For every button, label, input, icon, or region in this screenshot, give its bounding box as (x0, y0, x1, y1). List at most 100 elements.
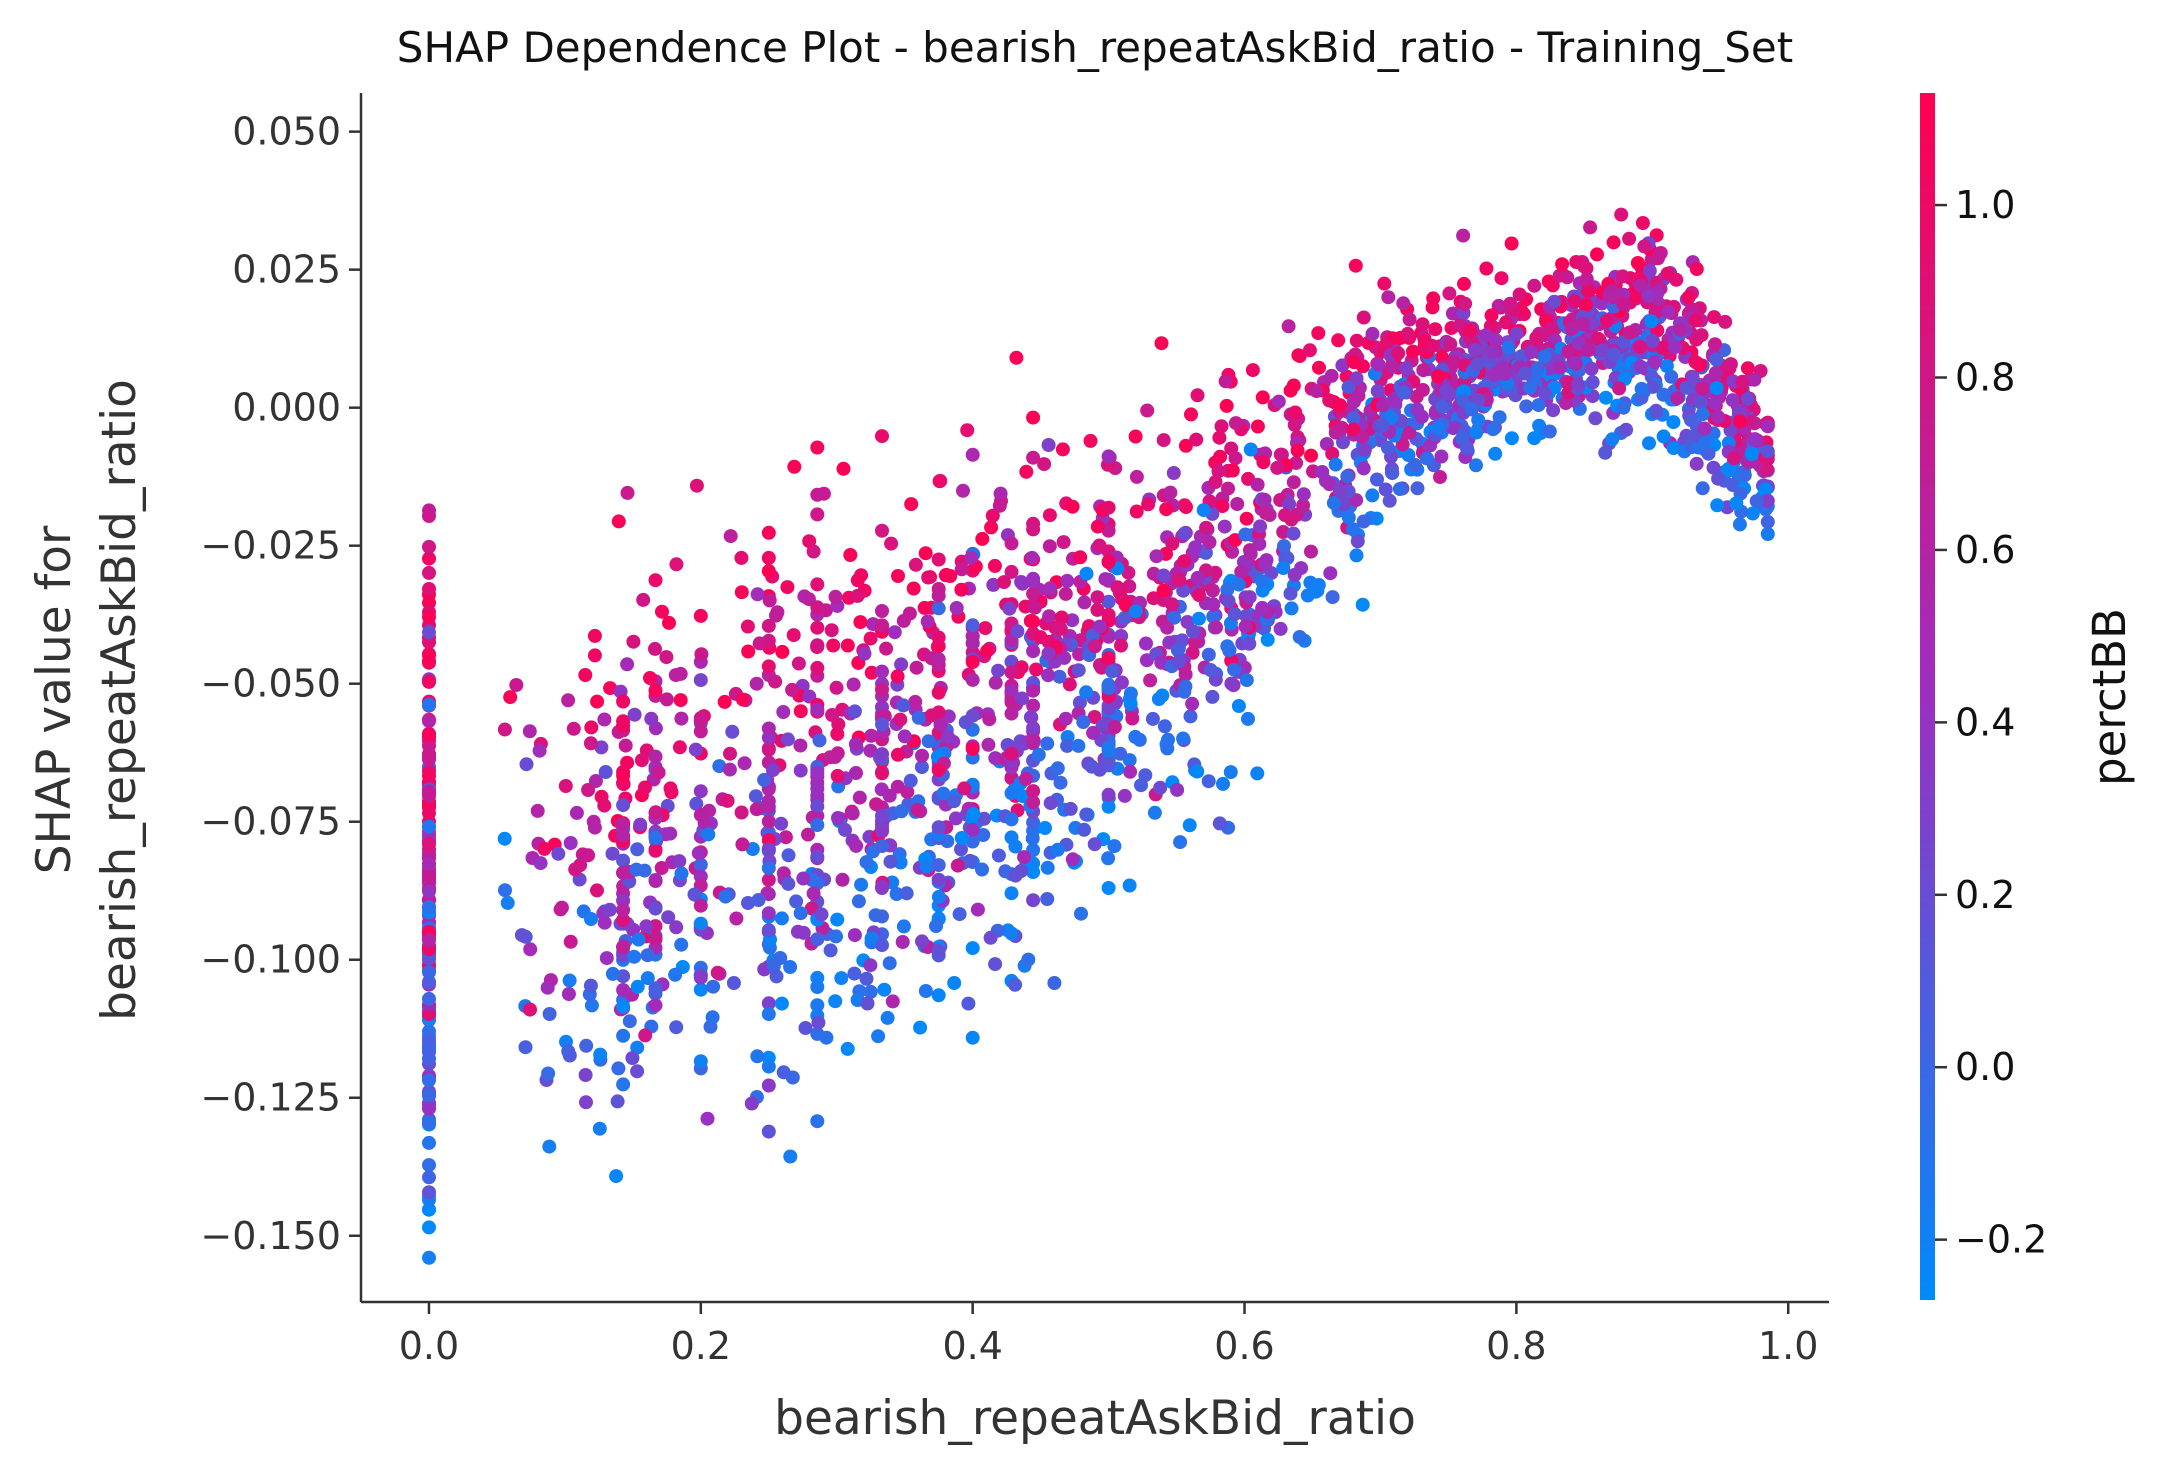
scatter-point (896, 919, 911, 934)
scatter-point (834, 971, 849, 986)
scatter-point (1732, 517, 1747, 532)
scatter-point (422, 625, 436, 640)
scatter-point (1749, 494, 1764, 509)
scatter-point (1616, 400, 1631, 415)
scatter-point (769, 608, 783, 623)
scatter-point (1225, 463, 1240, 478)
scatter-point (836, 461, 851, 476)
scatter-point (1583, 220, 1598, 235)
scatter-point (864, 665, 879, 680)
scatter-point (422, 965, 436, 980)
scatter-point (768, 674, 783, 689)
scatter-point (766, 763, 780, 778)
scatter-point (911, 710, 926, 725)
scatter-point (931, 630, 946, 645)
scatter-point (1659, 359, 1674, 373)
scatter-point (725, 724, 740, 739)
scatter-point (744, 1096, 759, 1111)
y-tick-label: −0.125 (200, 1076, 341, 1120)
scatter-point (875, 909, 889, 924)
scatter-point (1019, 464, 1034, 479)
scatter-point (810, 818, 825, 832)
scatter-point (659, 692, 674, 707)
scatter-point (776, 866, 791, 881)
scatter-point (1077, 822, 1092, 837)
scatter-point (1040, 892, 1055, 906)
scatter-point (693, 673, 708, 688)
scatter-point (1227, 607, 1242, 621)
scatter-point (1073, 550, 1088, 565)
scatter-point (1216, 776, 1230, 791)
scatter-point (1345, 522, 1360, 537)
scatter-point (810, 577, 825, 592)
scatter-point (791, 656, 806, 671)
scatter-point (1523, 380, 1538, 395)
scatter-point (1176, 731, 1191, 746)
scatter-point (863, 958, 878, 973)
scatter-point (1026, 721, 1041, 735)
scatter-point (1315, 465, 1330, 479)
scatter-point (1009, 350, 1024, 365)
scatter-point (751, 893, 766, 907)
scatter-point (1177, 554, 1192, 569)
colorbar-tick-label: 0.4 (1955, 700, 2015, 744)
scatter-point (422, 769, 436, 783)
scatter-point (616, 983, 631, 997)
scatter-point (875, 682, 889, 697)
scatter-point (618, 738, 633, 753)
scatter-point (1375, 418, 1390, 433)
scatter-point (761, 741, 776, 756)
x-axis-ticks: 0.0 0.2 0.4 0.6 0.8 1.0 (399, 1302, 1818, 1368)
scatter-point (626, 634, 641, 649)
scatter-point (630, 842, 645, 857)
scatter-point (843, 548, 858, 562)
scatter-point (806, 886, 821, 901)
scatter-point (810, 1026, 825, 1041)
scatter-point (1350, 534, 1365, 549)
scatter-point (1149, 549, 1164, 564)
scatter-point (422, 582, 436, 596)
scatter-point (1667, 340, 1682, 355)
scatter-point (519, 757, 534, 772)
scatter-point (1655, 340, 1670, 355)
scatter-point (954, 842, 968, 857)
scatter-point (828, 589, 843, 604)
scatter-point (672, 740, 687, 755)
scatter-point (847, 704, 862, 719)
scatter-point (1446, 421, 1461, 436)
scatter-point (1291, 348, 1306, 363)
scatter-point (1708, 396, 1723, 411)
scatter-point (1694, 395, 1709, 410)
scatter-point (1101, 701, 1116, 715)
scatter-point (854, 877, 869, 892)
scatter-point (915, 748, 929, 763)
scatter-point (720, 793, 735, 808)
scatter-point (1062, 677, 1077, 692)
scatter-point (1302, 343, 1317, 358)
scatter-point (864, 728, 879, 743)
x-tick-label: 1.0 (1758, 1324, 1818, 1368)
scatter-point (915, 934, 929, 949)
scatter-point (1380, 440, 1395, 455)
scatter-point (919, 859, 934, 874)
scatter-point (1221, 481, 1235, 496)
scatter-point (854, 568, 869, 583)
scatter-point (1689, 262, 1704, 276)
scatter-point (1325, 590, 1340, 605)
scatter-point (931, 588, 946, 603)
scatter-point (1709, 352, 1724, 367)
scatter-point (1004, 665, 1019, 680)
scatter-point (537, 841, 552, 856)
scatter-point (961, 996, 976, 1011)
scatter-point (616, 865, 631, 880)
scatter-point (1101, 449, 1116, 464)
scatter-point (1346, 411, 1361, 426)
scatter-point (875, 839, 889, 853)
scatter-point (1727, 451, 1741, 466)
scatter-point (921, 570, 936, 585)
scatter-point (672, 854, 687, 869)
scatter-point (573, 858, 588, 873)
scatter-point (761, 1078, 776, 1093)
scatter-point (1634, 381, 1649, 396)
scatter-point (1312, 360, 1326, 375)
